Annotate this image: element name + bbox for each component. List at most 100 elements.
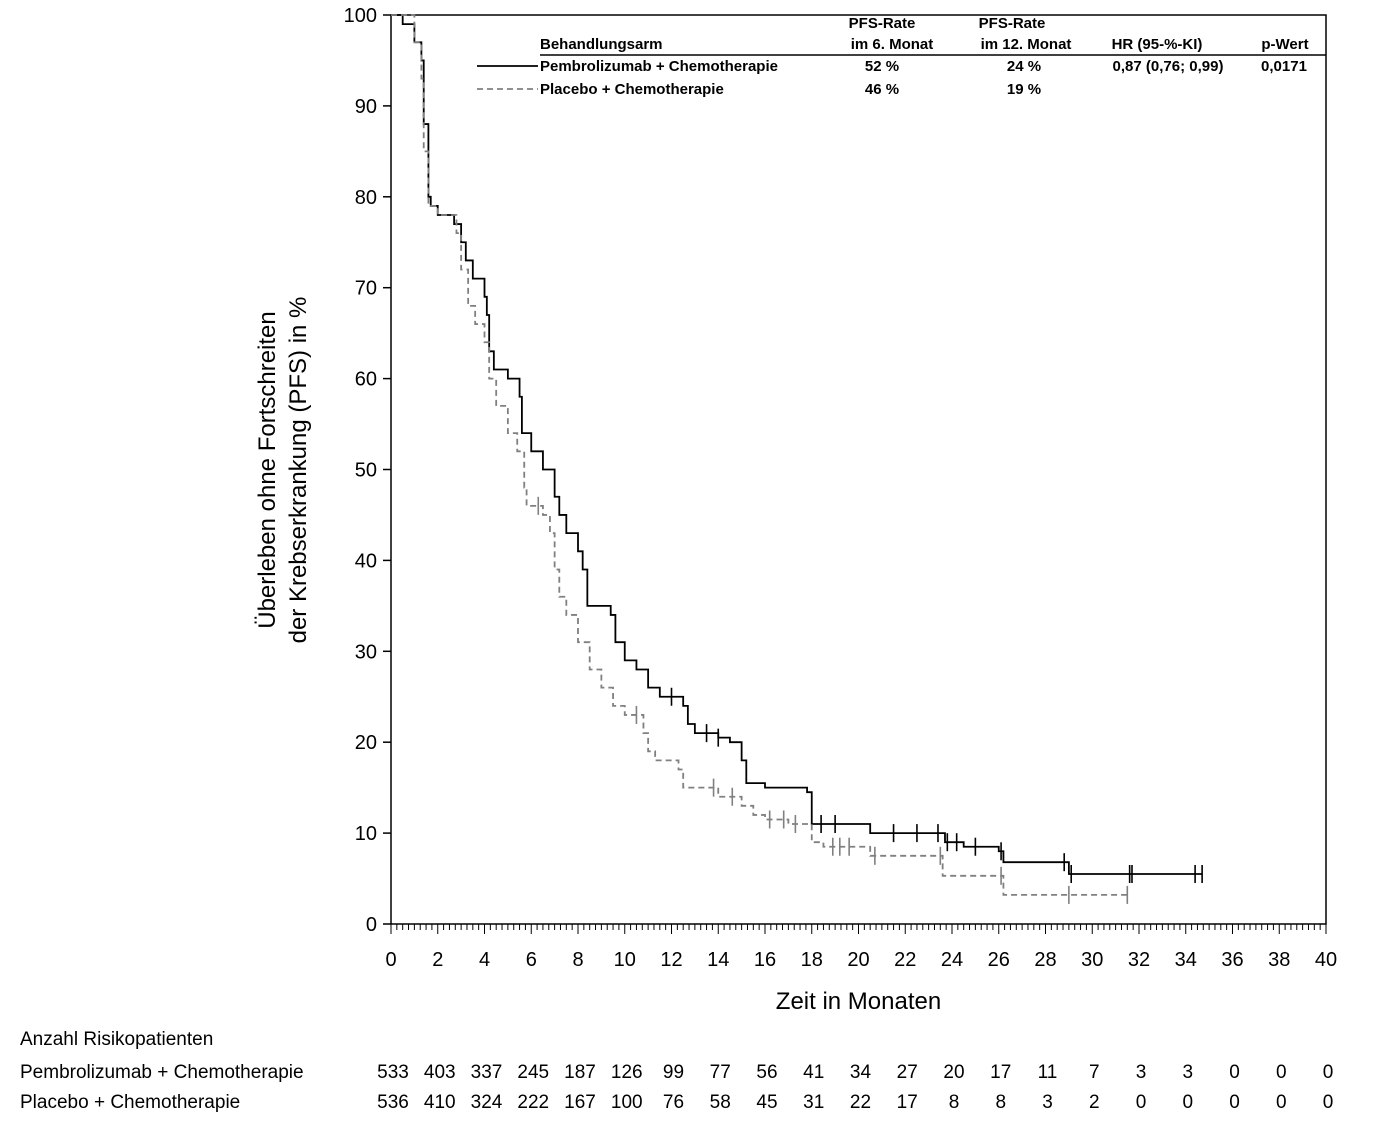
risk-count: 245: [517, 1062, 549, 1083]
risk-count: 100: [611, 1092, 643, 1113]
y-tick-label: 50: [355, 460, 377, 482]
legend-hr: 0,87 (0,76; 0,99): [1113, 58, 1224, 75]
legend-header-hr: HR (95-%-KI): [1112, 36, 1203, 53]
x-tick-label: 36: [1221, 949, 1243, 971]
y-axis-label-line1: Überleben ohne Fortschreiten: [254, 311, 281, 629]
risk-count: 11: [1038, 1062, 1058, 1083]
x-tick-label: 4: [479, 949, 490, 971]
y-tick-label: 20: [355, 732, 377, 754]
y-tick-label: 0: [366, 914, 377, 936]
legend-header-pfs6: im 6. Monat: [851, 36, 934, 53]
risk-table-title: Anzahl Risikopatienten: [20, 1029, 213, 1050]
risk-count: 45: [756, 1092, 777, 1113]
km-curve-placebo: [391, 14, 1130, 896]
risk-count: 3: [1182, 1062, 1193, 1083]
x-tick-label: 14: [707, 949, 729, 971]
risk-count: 0: [1136, 1092, 1147, 1113]
legend-header-arm: Behandlungsarm: [540, 36, 663, 53]
risk-count: 222: [517, 1092, 549, 1113]
y-tick-label: 90: [355, 96, 377, 118]
risk-count: 3: [1136, 1062, 1147, 1083]
x-tick-label: 8: [572, 949, 583, 971]
risk-count: 58: [710, 1092, 731, 1113]
risk-count: 76: [663, 1092, 684, 1113]
legend-arm-name: Pembrolizumab + Chemotherapie: [540, 58, 778, 75]
risk-count: 187: [564, 1062, 596, 1083]
x-tick-label: 26: [988, 949, 1010, 971]
x-tick-label: 0: [385, 949, 396, 971]
x-tick-label: 32: [1128, 949, 1150, 971]
risk-count: 77: [710, 1062, 731, 1083]
risk-count: 31: [803, 1092, 824, 1113]
km-curve-pembrolizumab: [391, 14, 1203, 875]
y-tick-label: 40: [355, 550, 377, 572]
risk-count: 8: [995, 1092, 1006, 1113]
x-tick-label: 2: [432, 949, 443, 971]
x-tick-label: 24: [941, 949, 963, 971]
x-tick-label: 18: [801, 949, 823, 971]
risk-count: 533: [377, 1062, 409, 1083]
risk-count: 17: [897, 1092, 918, 1113]
legend-header-pfs6: PFS-Rate: [849, 15, 916, 32]
risk-count: 324: [471, 1092, 503, 1113]
risk-row-label: Placebo + Chemotherapie: [20, 1092, 240, 1113]
y-tick-label: 100: [344, 5, 377, 27]
legend-header-pfs12: PFS-Rate: [979, 15, 1046, 32]
x-tick-label: 6: [526, 949, 537, 971]
risk-count: 27: [897, 1062, 918, 1083]
legend-arm-name: Placebo + Chemotherapie: [540, 81, 724, 98]
y-tick-label: 70: [355, 278, 377, 300]
risk-count: 126: [611, 1062, 643, 1083]
risk-count: 0: [1323, 1092, 1334, 1113]
x-tick-label: 28: [1034, 949, 1056, 971]
risk-count: 410: [424, 1092, 456, 1113]
y-axis-label-line2: der Krebserkrankung (PFS) in %: [285, 297, 312, 644]
risk-count: 0: [1276, 1092, 1287, 1113]
risk-count: 0: [1229, 1092, 1240, 1113]
x-tick-label: 10: [614, 949, 636, 971]
risk-count: 3: [1042, 1092, 1053, 1113]
risk-row-label: Pembrolizumab + Chemotherapie: [20, 1062, 304, 1083]
x-tick-label: 34: [1175, 949, 1197, 971]
legend-pfs6: 52 %: [865, 58, 899, 75]
risk-count: 20: [943, 1062, 964, 1083]
legend-pfs12: 19 %: [1007, 81, 1041, 98]
x-tick-label: 22: [894, 949, 916, 971]
y-tick-label: 80: [355, 187, 377, 209]
risk-count: 536: [377, 1092, 409, 1113]
risk-count: 2: [1089, 1092, 1100, 1113]
x-tick-label: 20: [847, 949, 869, 971]
legend-pfs6: 46 %: [865, 81, 899, 98]
y-tick-label: 60: [355, 369, 377, 391]
x-axis-label: Zeit in Monaten: [776, 988, 941, 1015]
risk-count: 99: [663, 1062, 684, 1083]
plot-frame: [390, 14, 1327, 925]
risk-count: 17: [990, 1062, 1011, 1083]
x-tick-label: 30: [1081, 949, 1103, 971]
risk-count: 0: [1182, 1092, 1193, 1113]
risk-count: 8: [949, 1092, 960, 1113]
x-tick-label: 40: [1315, 949, 1337, 971]
risk-count: 22: [850, 1092, 871, 1113]
legend-pfs12: 24 %: [1007, 58, 1041, 75]
y-tick-label: 10: [355, 823, 377, 845]
legend-p: 0,0171: [1261, 58, 1307, 75]
legend-header-p: p-Wert: [1261, 36, 1308, 53]
risk-count: 56: [756, 1062, 777, 1083]
risk-count: 41: [803, 1062, 824, 1083]
risk-count: 34: [850, 1062, 872, 1083]
risk-count: 167: [564, 1092, 596, 1113]
risk-count: 0: [1229, 1062, 1240, 1083]
x-tick-label: 12: [660, 949, 682, 971]
y-tick-label: 30: [355, 641, 377, 663]
x-tick-label: 38: [1268, 949, 1290, 971]
risk-count: 0: [1276, 1062, 1287, 1083]
risk-count: 403: [424, 1062, 456, 1083]
risk-count: 7: [1089, 1062, 1100, 1083]
legend-header-pfs12: im 12. Monat: [981, 36, 1072, 53]
x-tick-label: 16: [754, 949, 776, 971]
risk-count: 337: [471, 1062, 503, 1083]
risk-count: 0: [1323, 1062, 1334, 1083]
